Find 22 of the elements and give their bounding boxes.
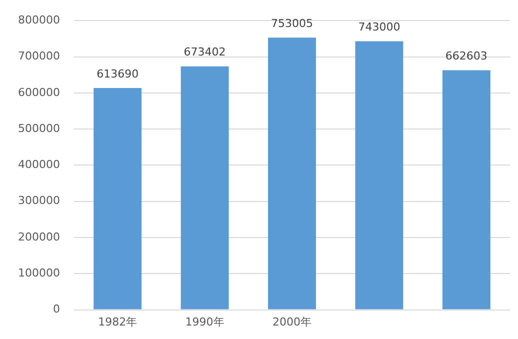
bar bbox=[442, 70, 490, 310]
x-tick-label: 1990年 bbox=[185, 315, 224, 328]
y-tick-label: 400000 bbox=[18, 158, 60, 172]
bar bbox=[180, 66, 229, 310]
y-tick-label: 100000 bbox=[18, 266, 60, 280]
y-tick-label: 700000 bbox=[18, 50, 60, 63]
bar bbox=[268, 38, 316, 310]
y-tick-label: 300000 bbox=[18, 194, 60, 208]
data-label: 673402 bbox=[184, 46, 226, 59]
bar bbox=[94, 88, 142, 310]
y-tick-label: 600000 bbox=[18, 86, 60, 99]
data-label: 753005 bbox=[270, 16, 313, 30]
data-label: 662603 bbox=[445, 50, 488, 63]
data-label: 743000 bbox=[358, 20, 400, 34]
bar bbox=[355, 41, 404, 310]
x-tick-label: 1982年 bbox=[98, 315, 138, 328]
y-tick-label: 200000 bbox=[18, 230, 60, 244]
x-tick-label: 2000年 bbox=[272, 315, 312, 328]
y-tick-label: 800000 bbox=[18, 13, 60, 26]
data-label: 613690 bbox=[96, 67, 139, 80]
y-tick-label: 500000 bbox=[18, 122, 60, 135]
y-tick-label: 0 bbox=[52, 302, 60, 316]
